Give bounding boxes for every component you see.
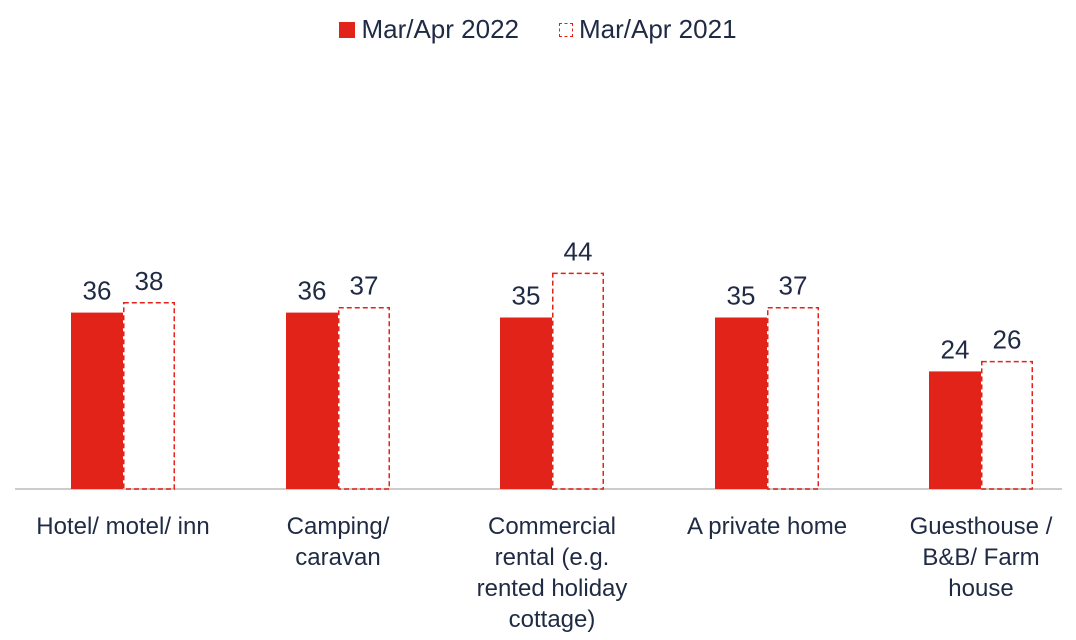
category-label: rented holiday	[477, 575, 628, 602]
category-label: Hotel/ motel/ inn	[36, 513, 209, 540]
category-label: cottage)	[509, 606, 596, 633]
bar-2022	[715, 317, 767, 489]
bar-2022	[500, 317, 552, 489]
value-label-2021: 38	[135, 266, 164, 296]
value-label-2021: 37	[350, 271, 379, 301]
category-label: rental (e.g.	[495, 544, 610, 571]
legend-label-2022: Mar/Apr 2022	[361, 14, 519, 44]
legend-item-2021: Mar/Apr 2021	[559, 14, 737, 45]
value-label-2022: 35	[512, 281, 541, 311]
legend-swatch-solid	[339, 21, 356, 38]
bar-2022	[286, 312, 338, 489]
bar-2021	[338, 306, 390, 490]
legend-item-2022: Mar/Apr 2022	[339, 14, 519, 45]
value-label-2022: 24	[941, 334, 970, 364]
bar-2021	[552, 272, 604, 490]
category-label: Guesthouse /	[910, 513, 1053, 540]
bar-2022	[929, 371, 981, 489]
value-label-2022: 36	[298, 276, 327, 306]
category-label: house	[948, 575, 1013, 602]
category-label: caravan	[295, 544, 380, 571]
category-label: Commercial	[488, 513, 616, 540]
category-label: A private home	[687, 513, 847, 540]
value-label-2022: 35	[727, 281, 756, 311]
legend-swatch-dashed	[559, 22, 573, 37]
value-label-2021: 37	[779, 271, 808, 301]
bar-2021	[981, 360, 1033, 490]
value-label-2021: 44	[564, 236, 593, 266]
bar-2021	[767, 306, 819, 490]
category-label: B&B/ Farm	[922, 544, 1039, 571]
value-label-2021: 26	[993, 325, 1022, 355]
category-label: Camping/	[287, 513, 390, 540]
bar-2022	[71, 312, 123, 489]
bar-2021	[123, 302, 175, 490]
value-label-2022: 36	[83, 276, 112, 306]
legend-label-2021: Mar/Apr 2021	[579, 14, 737, 44]
legend: Mar/Apr 2022 Mar/Apr 2021	[0, 14, 1076, 45]
